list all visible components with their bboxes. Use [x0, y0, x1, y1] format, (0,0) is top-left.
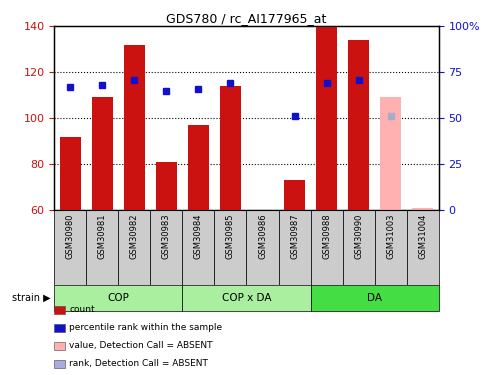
Text: GSM30981: GSM30981 — [98, 214, 107, 259]
Bar — [343, 210, 375, 285]
Text: GSM30983: GSM30983 — [162, 214, 171, 260]
Text: DA: DA — [367, 293, 382, 303]
Text: GSM31004: GSM31004 — [418, 214, 427, 259]
Bar — [214, 210, 246, 285]
Text: GSM30987: GSM30987 — [290, 214, 299, 260]
Text: strain ▶: strain ▶ — [12, 293, 51, 303]
Text: percentile rank within the sample: percentile rank within the sample — [69, 323, 222, 332]
Bar — [118, 210, 150, 285]
Bar — [279, 210, 311, 285]
Bar — [246, 210, 279, 285]
Bar — [156, 162, 177, 210]
Bar — [316, 26, 337, 210]
Bar — [311, 210, 343, 285]
Text: count: count — [69, 305, 95, 314]
Text: GSM30980: GSM30980 — [66, 214, 75, 259]
Bar — [92, 98, 113, 210]
Bar — [284, 180, 305, 210]
Bar — [54, 210, 86, 285]
Text: COP: COP — [107, 293, 129, 303]
Bar — [311, 285, 439, 311]
Bar — [86, 210, 118, 285]
Text: rank, Detection Call = ABSENT: rank, Detection Call = ABSENT — [69, 359, 208, 368]
Bar — [60, 136, 81, 210]
Text: GSM30986: GSM30986 — [258, 214, 267, 260]
Bar — [375, 210, 407, 285]
Bar — [348, 40, 369, 210]
Text: GSM30985: GSM30985 — [226, 214, 235, 259]
Title: GDS780 / rc_AI177965_at: GDS780 / rc_AI177965_at — [166, 12, 327, 25]
Bar — [380, 98, 401, 210]
Bar — [182, 285, 311, 311]
Bar — [188, 125, 209, 210]
Text: GSM30982: GSM30982 — [130, 214, 139, 259]
Bar — [412, 208, 433, 210]
Bar — [124, 45, 145, 210]
Bar — [407, 210, 439, 285]
Bar — [150, 210, 182, 285]
Text: GSM30984: GSM30984 — [194, 214, 203, 259]
Text: COP x DA: COP x DA — [222, 293, 271, 303]
Text: GSM31003: GSM31003 — [386, 214, 395, 259]
Bar — [220, 86, 241, 210]
Bar — [182, 210, 214, 285]
Text: GSM30990: GSM30990 — [354, 214, 363, 259]
Text: GSM30988: GSM30988 — [322, 214, 331, 260]
Bar — [54, 285, 182, 311]
Text: value, Detection Call = ABSENT: value, Detection Call = ABSENT — [69, 341, 212, 350]
